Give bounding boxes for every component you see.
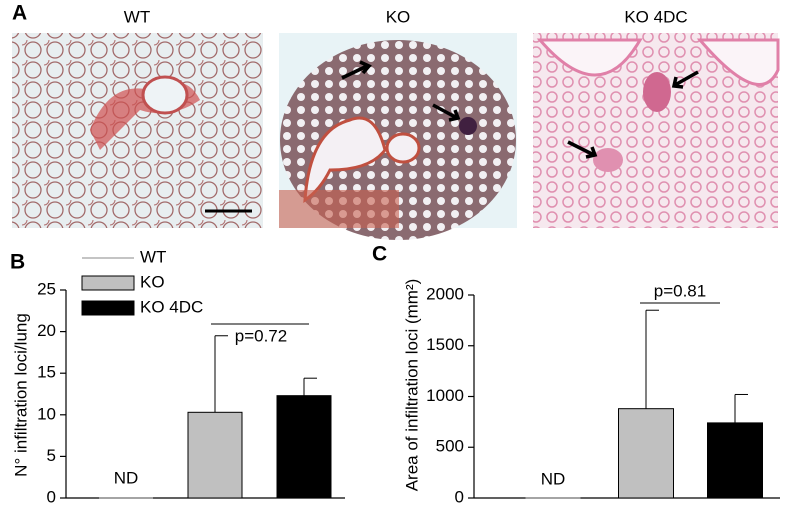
image-title: KO 4DC bbox=[624, 7, 687, 26]
y-axis-label: Area of infiltration loci (mm²) bbox=[402, 279, 421, 492]
y-tick-label: 15 bbox=[37, 363, 56, 382]
y-tick-label: 500 bbox=[436, 437, 464, 456]
legend-label: KO bbox=[140, 272, 165, 291]
y-tick-label: 25 bbox=[37, 279, 56, 298]
annotation: ND bbox=[541, 469, 566, 488]
image-title: WT bbox=[124, 7, 150, 26]
y-tick-label: 5 bbox=[47, 446, 56, 465]
bar bbox=[187, 411, 243, 499]
bar bbox=[276, 395, 332, 499]
y-tick-label: 0 bbox=[455, 487, 464, 506]
bar bbox=[707, 422, 763, 499]
y-tick-label: 20 bbox=[37, 321, 56, 340]
legend-label: WT bbox=[140, 247, 166, 266]
y-tick-label: 1500 bbox=[426, 335, 464, 354]
y-tick-label: 2000 bbox=[426, 284, 464, 303]
y-axis-label: N° infiltration loci/lung bbox=[11, 313, 30, 477]
legend-label: KO 4DC bbox=[140, 297, 203, 316]
annotation: p=0.72 bbox=[235, 326, 287, 345]
panel-label: C bbox=[372, 243, 387, 266]
y-tick-label: 0 bbox=[47, 487, 56, 506]
image-ko bbox=[279, 33, 517, 240]
legend-swatch bbox=[81, 275, 135, 291]
panel-label: A bbox=[12, 2, 27, 25]
image-ko-4dc bbox=[533, 33, 780, 228]
annotation: p=0.81 bbox=[654, 281, 706, 300]
legend-swatch bbox=[81, 300, 135, 316]
image-wt bbox=[12, 33, 263, 228]
annotation: ND bbox=[114, 468, 139, 487]
panel-label: B bbox=[10, 251, 25, 274]
y-tick-label: 1000 bbox=[426, 386, 464, 405]
image-title: KO bbox=[386, 7, 411, 26]
bar bbox=[618, 408, 674, 499]
y-tick-label: 10 bbox=[37, 404, 56, 423]
